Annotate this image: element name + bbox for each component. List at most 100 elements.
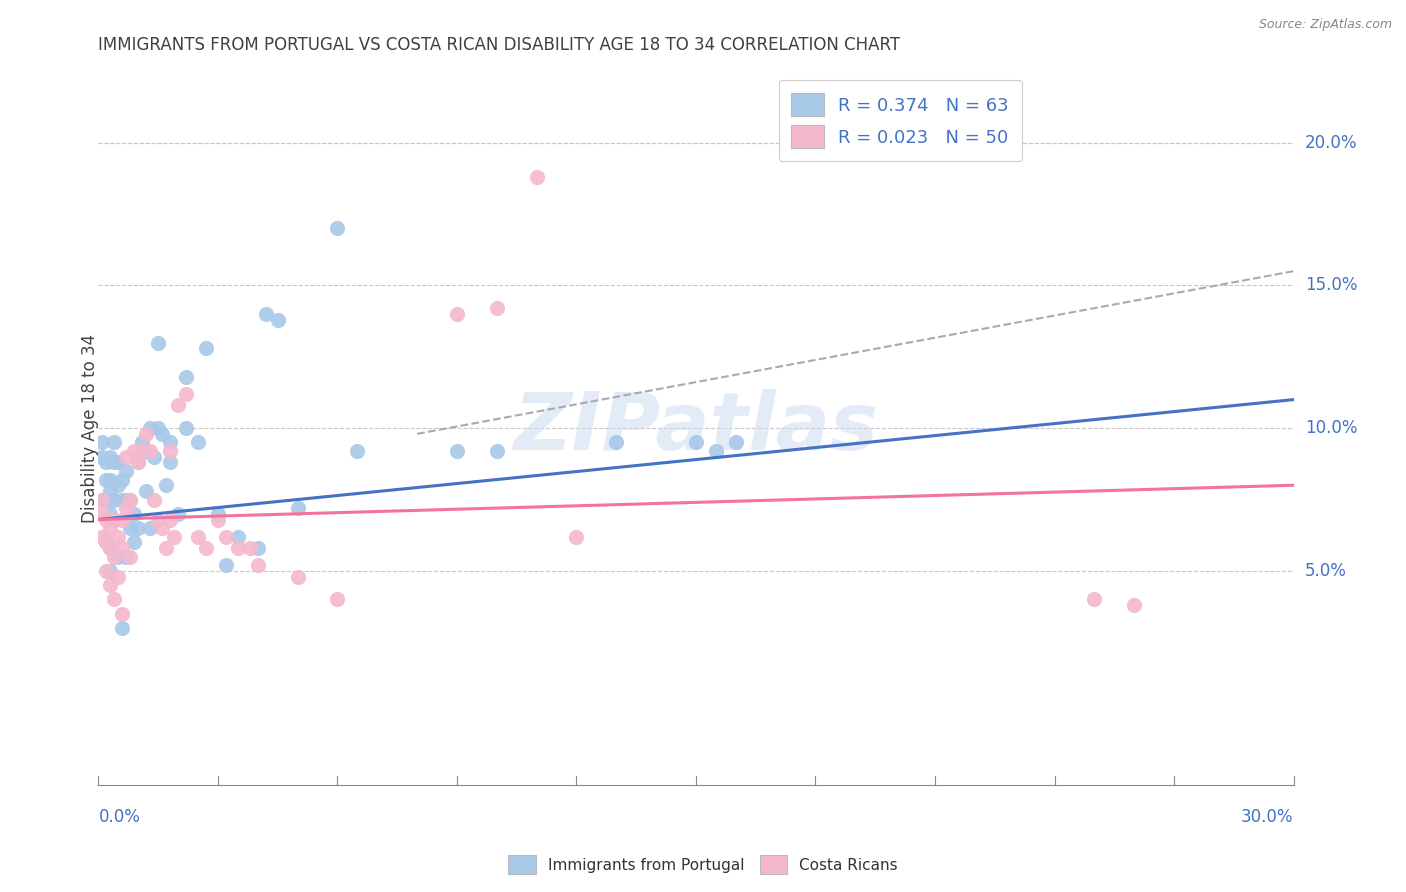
Point (96, 473, 118, 487)
Point (91, 507, 114, 521)
Text: 15.0%: 15.0% (1305, 277, 1357, 294)
Point (91, 530, 114, 544)
Point (124, 507, 146, 521)
Point (96, 564, 118, 578)
Point (207, 512, 229, 526)
Point (115, 450, 138, 464)
Point (724, 435, 747, 450)
Point (187, 435, 209, 450)
Point (446, 444, 468, 458)
Point (150, 521, 173, 535)
Point (111, 541, 134, 555)
Point (111, 621, 134, 635)
Point (226, 530, 249, 544)
Legend: R = 0.374   N = 63, R = 0.023   N = 50: R = 0.374 N = 63, R = 0.023 N = 50 (779, 80, 1022, 161)
Point (159, 435, 181, 450)
Point (91, 492, 114, 507)
Point (155, 478, 177, 492)
Point (98, 578, 122, 592)
Point (226, 541, 249, 555)
Point (103, 435, 125, 450)
Point (135, 426, 157, 441)
Point (107, 455, 129, 469)
Point (174, 387, 197, 401)
Point (111, 492, 134, 507)
Point (120, 492, 142, 507)
Point (148, 335, 170, 350)
Text: Source: ZipAtlas.com: Source: ZipAtlas.com (1258, 18, 1392, 31)
Point (148, 421, 170, 435)
Point (159, 512, 181, 526)
Point (111, 473, 134, 487)
Point (98, 521, 122, 535)
Point (174, 421, 197, 435)
Point (111, 512, 134, 526)
Point (107, 569, 129, 583)
Point (239, 541, 262, 555)
Point (139, 421, 162, 435)
Point (139, 521, 162, 535)
Point (1123, 598, 1146, 612)
Legend: Immigrants from Portugal, Costa Ricans: Immigrants from Portugal, Costa Ricans (502, 849, 904, 880)
Point (103, 492, 125, 507)
Point (215, 530, 238, 544)
Point (91, 450, 114, 464)
Point (605, 435, 627, 450)
Point (159, 444, 181, 458)
Point (124, 444, 146, 458)
Text: IMMIGRANTS FROM PORTUGAL VS COSTA RICAN DISABILITY AGE 18 TO 34 CORRELATION CHAR: IMMIGRANTS FROM PORTUGAL VS COSTA RICAN … (98, 36, 901, 54)
Point (96, 492, 118, 507)
Point (565, 530, 588, 544)
Point (96, 535, 118, 549)
Point (127, 455, 149, 469)
Point (131, 435, 153, 450)
Point (148, 512, 170, 526)
Point (98, 541, 122, 555)
Point (115, 464, 138, 478)
Point (91, 492, 114, 507)
Y-axis label: Disability Age 18 to 34: Disability Age 18 to 34 (82, 334, 98, 523)
Point (120, 549, 142, 564)
Point (150, 426, 173, 441)
Point (96, 535, 118, 549)
Text: 5.0%: 5.0% (1305, 562, 1347, 580)
Point (111, 607, 134, 621)
Point (526, 169, 548, 184)
Point (704, 444, 727, 458)
Point (194, 341, 218, 355)
Point (207, 507, 229, 521)
Point (131, 444, 153, 458)
Point (98, 483, 122, 498)
Point (685, 435, 707, 450)
Point (135, 444, 157, 458)
Point (167, 398, 190, 412)
Point (115, 501, 138, 516)
Point (287, 569, 309, 583)
Point (174, 369, 197, 384)
Point (485, 301, 508, 316)
Point (485, 444, 508, 458)
Point (1083, 592, 1105, 607)
Point (98, 450, 122, 464)
Point (143, 492, 166, 507)
Point (326, 221, 349, 235)
Point (91, 435, 114, 450)
Point (98, 473, 122, 487)
Point (246, 558, 269, 573)
Point (96, 455, 118, 469)
Point (98, 507, 122, 521)
Text: 20.0%: 20.0% (1305, 134, 1357, 152)
Point (103, 455, 125, 469)
Point (155, 541, 177, 555)
Point (115, 549, 138, 564)
Point (139, 444, 162, 458)
Point (267, 312, 290, 326)
Point (194, 541, 218, 555)
Point (98, 541, 122, 555)
Point (143, 450, 166, 464)
Point (246, 541, 269, 555)
Point (96, 512, 118, 526)
Point (103, 592, 125, 607)
Text: 0.0%: 0.0% (98, 808, 141, 826)
Point (187, 530, 209, 544)
